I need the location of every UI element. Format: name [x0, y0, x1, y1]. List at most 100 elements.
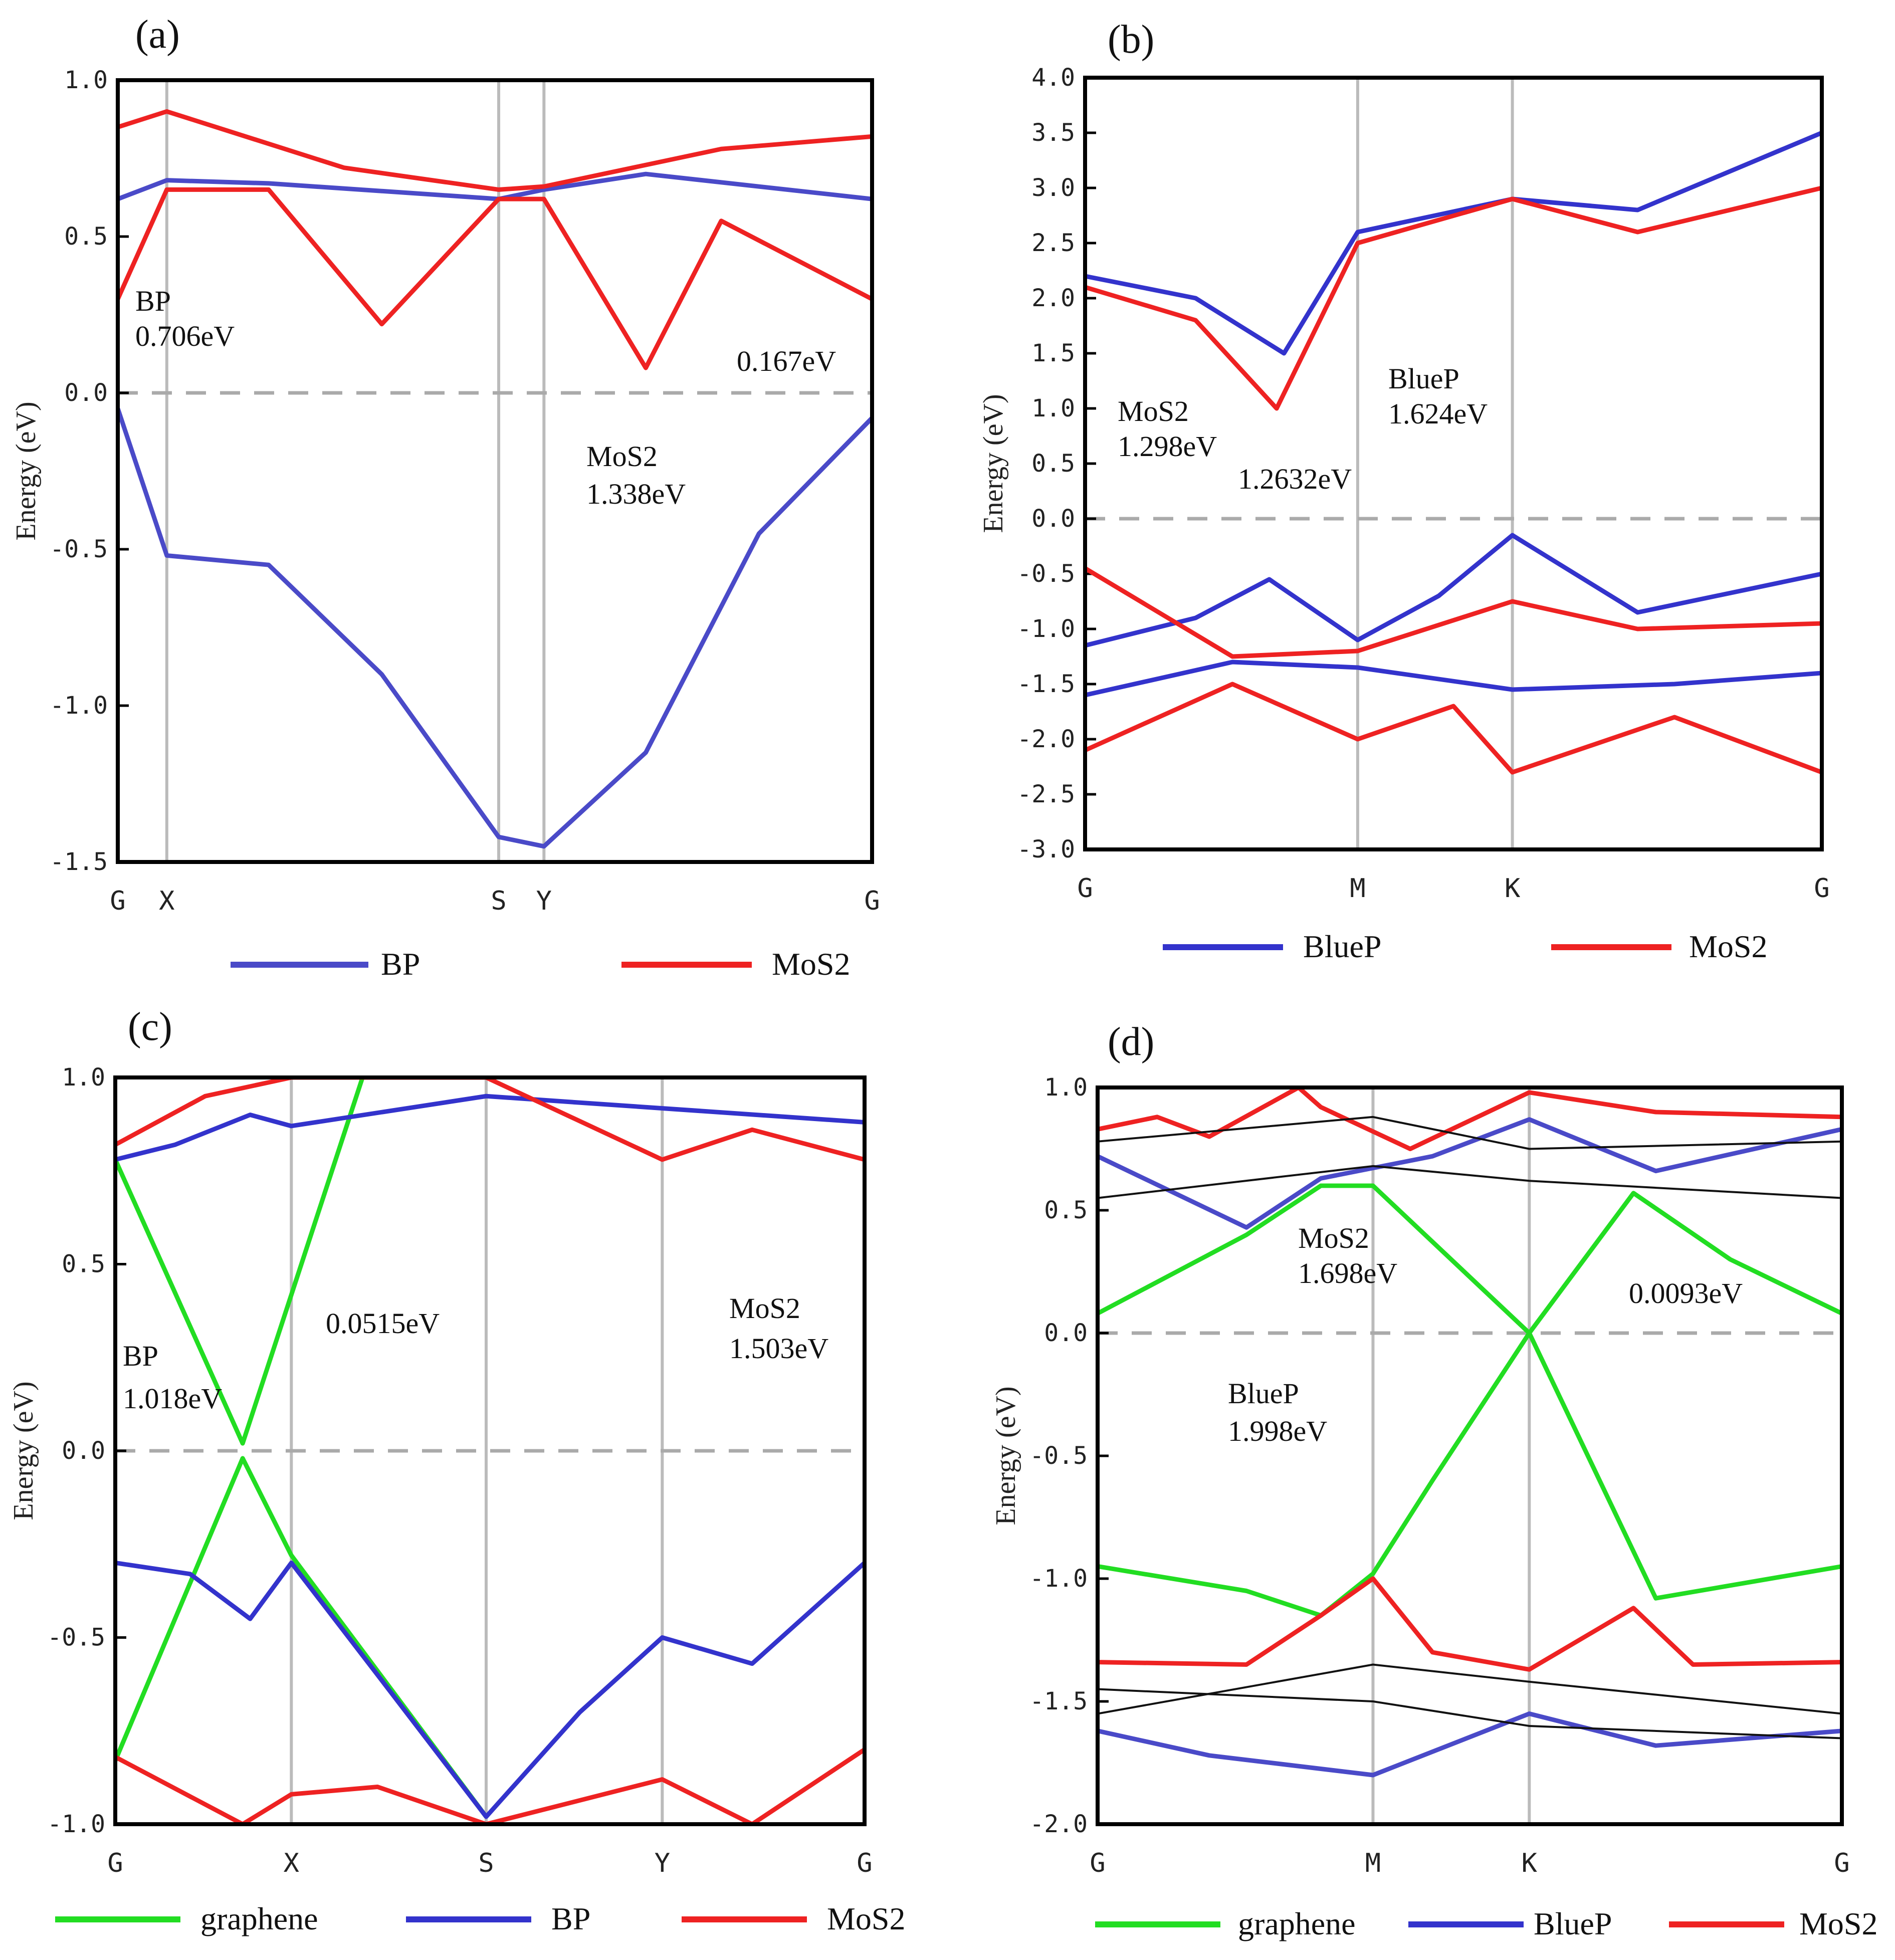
- kpoint-label: G: [1077, 874, 1093, 904]
- series-line-bluep: [1098, 1711, 1842, 1778]
- series-line-other: [1098, 1663, 1842, 1715]
- series-line-bluep: [1085, 130, 1822, 356]
- panel-label: (d): [1108, 1020, 1154, 1064]
- panel-c: (c) G X S Y G 1.0 0.5 0.0 -0.5 -1.0 Energy (eV) BP 1.…: [8, 1005, 906, 1936]
- series-line-mos2: [115, 1748, 865, 1824]
- kpoint-label: S: [478, 1848, 494, 1878]
- annotation-label: MoS2: [1118, 395, 1189, 427]
- series-line-other: [1098, 1116, 1842, 1150]
- kpoint-label: X: [284, 1848, 299, 1878]
- series-line-mos2: [118, 109, 872, 192]
- y-tick-label: 0.0: [1031, 505, 1075, 533]
- y-tick-label: 1.0: [62, 1063, 105, 1092]
- series-line-bluep: [1085, 533, 1822, 648]
- y-tick-label: 4.0: [1031, 64, 1075, 92]
- kpoint-label: G: [1090, 1848, 1105, 1878]
- y-tick-label: 1.0: [64, 66, 108, 94]
- plot-frame: [1083, 76, 1824, 851]
- plot-frame: [116, 78, 874, 864]
- series-group: [115, 1077, 865, 1824]
- annotation-value: 1.338eV: [586, 478, 686, 510]
- series-line-bluep: [1085, 660, 1822, 698]
- panel-label: (b): [1108, 18, 1154, 62]
- plot-frame: [1096, 1085, 1844, 1826]
- legend-label: BlueP: [1534, 1906, 1612, 1941]
- annotation-value: 1.298eV: [1118, 430, 1217, 463]
- y-tick-label: -0.5: [1029, 1442, 1088, 1470]
- panel-d: (d) G M K G 1.0 0.5 0.0 -0.5 -1.0 -1.5 -2.0 Energy (…: [990, 1020, 1878, 1941]
- legend-label: graphene: [1238, 1906, 1356, 1941]
- series-line-mos2: [115, 1077, 865, 1162]
- series-line-mos2: [1085, 682, 1822, 775]
- legend-label: MoS2: [1689, 929, 1768, 964]
- kpoint-label: K: [1522, 1848, 1538, 1878]
- annotation-value: 1.698eV: [1298, 1257, 1397, 1289]
- y-tick-label: -1.0: [1017, 615, 1075, 643]
- y-tick-label: 1.0: [1044, 1073, 1088, 1102]
- y-tick-label: 2.0: [1031, 284, 1075, 312]
- kpoint-label: G: [107, 1848, 123, 1878]
- y-tick-label: -2.5: [1017, 780, 1075, 808]
- annotation-value: 1.998eV: [1228, 1415, 1327, 1447]
- y-tick-label: 0.5: [62, 1250, 105, 1278]
- annotation-value: 1.503eV: [729, 1332, 828, 1365]
- legend-label: graphene: [200, 1901, 318, 1936]
- y-tick-label: -0.5: [47, 1624, 105, 1652]
- series-line-mos2: [118, 187, 872, 370]
- series-line-mos2: [1098, 1087, 1842, 1151]
- annotation-value: 0.706eV: [135, 320, 235, 352]
- y-tick-label: 0.0: [62, 1437, 105, 1465]
- annotation-value: 1.2632eV: [1238, 463, 1352, 495]
- legend-label: BP: [381, 946, 420, 982]
- y-tick-label: -1.5: [1017, 670, 1075, 698]
- kpoint-label: G: [1834, 1848, 1849, 1878]
- panel-label: (a): [135, 13, 180, 57]
- y-tick-label: 1.5: [1031, 339, 1075, 367]
- annotation-value: 0.167eV: [737, 345, 836, 377]
- series-group: [118, 109, 872, 849]
- y-tick-label: 1.0: [1031, 394, 1075, 422]
- annotation-label: BP: [135, 285, 171, 317]
- legend-label: MoS2: [827, 1901, 906, 1936]
- annotation-value: 1.018eV: [123, 1382, 222, 1415]
- annotation-label: BlueP: [1228, 1377, 1299, 1410]
- y-tick-label: -1.0: [47, 1810, 105, 1838]
- y-tick-label: 0.0: [64, 379, 108, 407]
- y-axis-label: Energy (eV): [978, 394, 1009, 533]
- y-tick-label: 0.5: [64, 223, 108, 251]
- series-line-graphene: [115, 1077, 365, 1446]
- annotation-label: BlueP: [1388, 362, 1459, 395]
- annotation-value: 0.0515eV: [326, 1307, 440, 1340]
- y-tick-label: -1.5: [1029, 1687, 1088, 1715]
- kpoint-label: M: [1350, 874, 1365, 904]
- kpoint-label: Y: [536, 886, 552, 916]
- kpoint-label: K: [1505, 874, 1521, 904]
- series-line-other: [1098, 1688, 1842, 1739]
- y-axis-label: Energy (eV): [990, 1386, 1021, 1525]
- annotation-label: MoS2: [729, 1292, 800, 1325]
- panel-b: (b) G M K G 4.0 3.5 3.0 2.5 2.0 1.5 1.0 0.5 0.0 -0.5 -1…: [978, 18, 1830, 964]
- series-line-other: [1098, 1165, 1842, 1199]
- series-group: [1085, 130, 1822, 775]
- y-tick-label: 0.5: [1031, 450, 1075, 478]
- y-tick-label: 3.5: [1031, 119, 1075, 147]
- y-tick-label: -3.0: [1017, 835, 1075, 863]
- y-axis-label: Energy (eV): [11, 401, 42, 540]
- y-tick-label: -1.0: [50, 692, 108, 720]
- series-line-mos2: [1085, 566, 1822, 659]
- plot-frame: [113, 1075, 867, 1826]
- kpoint-label: Y: [655, 1848, 670, 1878]
- annotation-value: 0.0093eV: [1629, 1277, 1743, 1310]
- kpoint-label: G: [864, 886, 880, 916]
- series-line-mos2: [1098, 1576, 1842, 1672]
- series-line-mos2: [1085, 185, 1822, 411]
- y-tick-label: 2.5: [1031, 229, 1075, 257]
- y-tick-label: -2.0: [1017, 725, 1075, 753]
- kpoint-label: G: [110, 886, 125, 916]
- annotation-label: BP: [123, 1340, 158, 1372]
- panel-label: (c): [128, 1005, 172, 1049]
- y-tick-label: -0.5: [50, 535, 108, 563]
- y-tick-label: -1.5: [50, 848, 108, 876]
